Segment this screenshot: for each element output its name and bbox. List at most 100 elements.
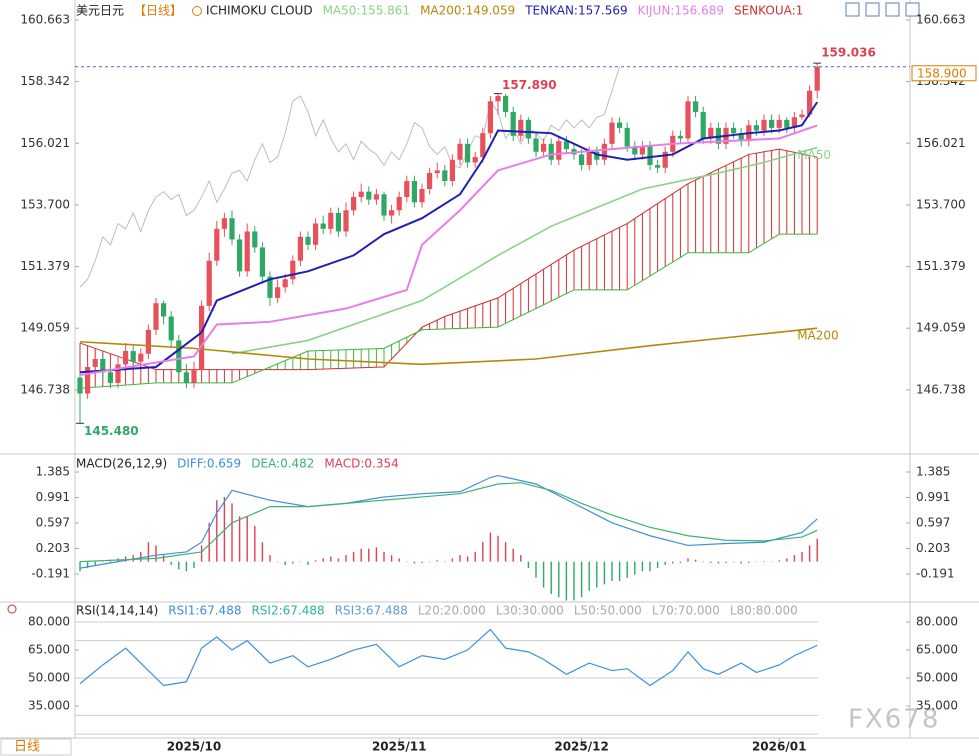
candle-body	[525, 119, 531, 139]
candle-body	[753, 125, 759, 131]
y-tick-label: 0.203	[36, 541, 70, 555]
toolbar-button[interactable]	[905, 2, 920, 17]
candle-body	[389, 210, 395, 216]
y-tick-label: 151.379	[916, 259, 966, 273]
y-tick-label: 1.385	[36, 465, 70, 479]
price-tag-label: 158.900	[917, 66, 967, 80]
macd-bar	[86, 561, 89, 569]
macd-bar	[618, 561, 621, 582]
candle-body	[191, 369, 197, 383]
senkou-b-line	[79, 233, 818, 389]
candle-body	[708, 127, 714, 139]
candle-body	[449, 159, 455, 182]
macd-bar	[185, 561, 188, 572]
macd-bar	[740, 561, 742, 564]
y-tick-label: 156.021	[20, 136, 70, 150]
candle-body	[791, 117, 797, 128]
candle-body	[396, 196, 402, 211]
macd-bar	[656, 561, 659, 569]
senkou-a-line	[79, 148, 818, 371]
toolbar-button[interactable]	[865, 2, 880, 17]
watermark: FX678	[848, 705, 940, 735]
macd-bar	[603, 561, 606, 585]
y-tick-label: 0.991	[916, 490, 950, 504]
legend-entry: L30:30.000	[496, 604, 564, 618]
extreme-label: 157.890	[502, 78, 557, 92]
y-tick-label: -0.191	[916, 566, 955, 580]
macd-bar	[140, 551, 142, 562]
period-button[interactable]	[0, 738, 72, 756]
candle-body	[563, 141, 569, 150]
candle-body	[541, 143, 547, 152]
candle-body	[373, 194, 379, 200]
candle-body	[100, 359, 106, 373]
candle-body	[556, 141, 562, 160]
y-tick-label: 153.700	[916, 197, 966, 211]
macd-bar	[504, 542, 507, 562]
y-tick-label: 80.000	[916, 614, 958, 628]
macd-bar	[482, 542, 484, 562]
macd-bar	[626, 561, 628, 578]
y-tick-label: -0.191	[31, 566, 70, 580]
rsi-line	[79, 628, 818, 687]
period-button-label[interactable]: 日线	[14, 740, 40, 755]
candle-body	[305, 236, 311, 245]
macd-bar	[330, 556, 332, 562]
macd-bar	[79, 561, 81, 572]
macd-bar	[786, 558, 788, 562]
macd-bar	[307, 561, 309, 565]
legend-entry: SENKOUA:1	[734, 4, 803, 18]
candle-body	[586, 151, 592, 166]
candle-body	[769, 119, 775, 128]
candle-body	[411, 181, 417, 203]
macd-bar	[801, 551, 803, 562]
legend-entry: TENKAN:157.569	[524, 4, 627, 18]
candle-body	[85, 366, 91, 394]
y-tick-label: 0.597	[916, 516, 950, 530]
legend-entry: DEA:0.482	[251, 457, 314, 471]
macd-bar	[193, 561, 195, 569]
macd-bar	[808, 545, 811, 562]
settings-icon[interactable]	[7, 604, 17, 614]
macd-bar	[276, 561, 279, 563]
candle-body	[229, 218, 235, 240]
candle-body	[693, 101, 699, 112]
candle-body	[320, 223, 326, 229]
x-tick-label: 2025/12	[554, 740, 608, 754]
toolbar-button[interactable]	[885, 2, 900, 17]
macd-bar	[573, 561, 575, 601]
macd-bar	[238, 516, 241, 562]
line-label: MA50	[797, 148, 831, 162]
candle-body	[153, 303, 159, 330]
macd-bar	[474, 551, 476, 562]
macd-bar	[596, 561, 598, 588]
candle-body	[107, 372, 113, 383]
diff-line	[79, 474, 818, 569]
candle-body	[457, 143, 463, 160]
macd-bar	[337, 558, 340, 562]
macd-bar	[687, 558, 689, 562]
macd-bar	[634, 561, 636, 575]
price-tag	[911, 65, 977, 82]
candle-body	[799, 114, 805, 118]
macd-bar	[345, 555, 347, 562]
macd-bar	[550, 561, 552, 594]
candle-body	[145, 329, 151, 354]
macd-bar	[94, 561, 96, 565]
legend-entry: RSI2:67.488	[251, 604, 324, 618]
legend-entry: L80:80.000	[730, 604, 798, 618]
macd-bar	[216, 500, 218, 562]
macd-bar	[664, 561, 666, 565]
macd-bar	[535, 561, 537, 578]
macd-bar	[292, 561, 294, 564]
y-tick-label: 80.000	[28, 614, 70, 628]
candle-body	[487, 101, 493, 134]
candle-body	[115, 364, 121, 383]
macd-bar	[558, 561, 560, 598]
macd-bar	[793, 555, 796, 562]
legend-entry: RSI3:67.488	[335, 604, 408, 618]
toolbar-button[interactable]	[845, 2, 860, 17]
macd-bar	[421, 561, 423, 563]
macd-bar	[565, 561, 568, 601]
